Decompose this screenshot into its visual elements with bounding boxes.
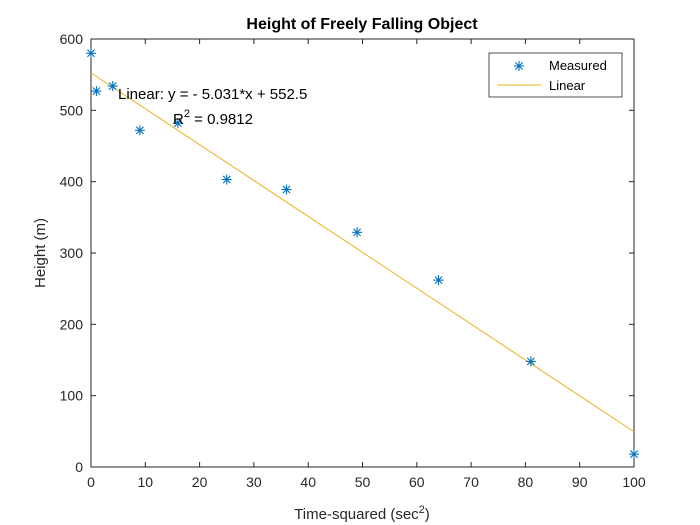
measured-point (172, 118, 183, 129)
measured-point (221, 174, 232, 185)
linear-fit-line (90, 72, 635, 433)
x-tick-label: 70 (463, 474, 479, 490)
measured-point (134, 125, 145, 136)
x-tick-label: 20 (192, 474, 208, 490)
y-tick-label: 500 (60, 102, 84, 118)
measured-markers (86, 48, 639, 460)
measured-point (352, 227, 363, 238)
measured-point (281, 184, 292, 195)
x-tick-label: 30 (246, 474, 262, 490)
x-tick-labels: 0 10 20 30 40 50 60 70 80 90 100 (87, 474, 646, 490)
axis-ticks (90, 38, 635, 468)
x-tick-label: 40 (300, 474, 316, 490)
legend-box (488, 52, 623, 98)
legend-measured-marker (514, 61, 524, 71)
r-squared-value: = 0.9812 (190, 111, 253, 128)
x-tick-label: 100 (622, 474, 646, 490)
r-squared-prefix: R (173, 111, 184, 128)
plot-area (90, 38, 635, 468)
x-axis-label-close: ) (425, 506, 430, 523)
r-squared-sup: 2 (184, 108, 190, 120)
x-tick-label: 10 (138, 474, 154, 490)
x-axis-label: Time-squared (sec2) (294, 504, 430, 523)
chart-title: Height of Freely Falling Object (246, 16, 478, 33)
y-axis-label: Height (m) (32, 218, 49, 288)
r-squared-annotation: R2 = 0.9812 (173, 108, 253, 128)
x-tick-label: 50 (355, 474, 371, 490)
legend-measured-star (514, 61, 524, 71)
x-tick-label: 90 (572, 474, 588, 490)
y-tick-label: 100 (60, 388, 84, 404)
y-tick-label: 600 (60, 31, 84, 47)
fit-equation-annotation: Linear: y = - 5.031*x + 552.5 (118, 86, 307, 103)
measured-point (107, 81, 118, 92)
x-tick-label: 60 (409, 474, 425, 490)
x-tick-label: 80 (518, 474, 534, 490)
measured-point (525, 356, 536, 367)
legend-measured-label: Measured (549, 58, 607, 73)
measured-point (91, 86, 102, 97)
y-tick-label: 200 (60, 316, 84, 332)
y-tick-label: 0 (75, 459, 83, 475)
x-axis-label-main: Time-squared (sec (294, 506, 419, 523)
x-axis-label-sup: 2 (419, 504, 425, 516)
measured-point (86, 48, 96, 59)
measured-point (629, 449, 639, 460)
y-tick-labels: 0 100 200 300 400 500 600 (60, 31, 84, 475)
x-tick-label: 0 (87, 474, 95, 490)
y-tick-label: 300 (60, 245, 84, 261)
legend: Measured Linear (488, 52, 623, 98)
y-tick-label: 400 (60, 174, 84, 190)
measured-point (433, 275, 444, 286)
legend-linear-label: Linear (549, 78, 586, 93)
